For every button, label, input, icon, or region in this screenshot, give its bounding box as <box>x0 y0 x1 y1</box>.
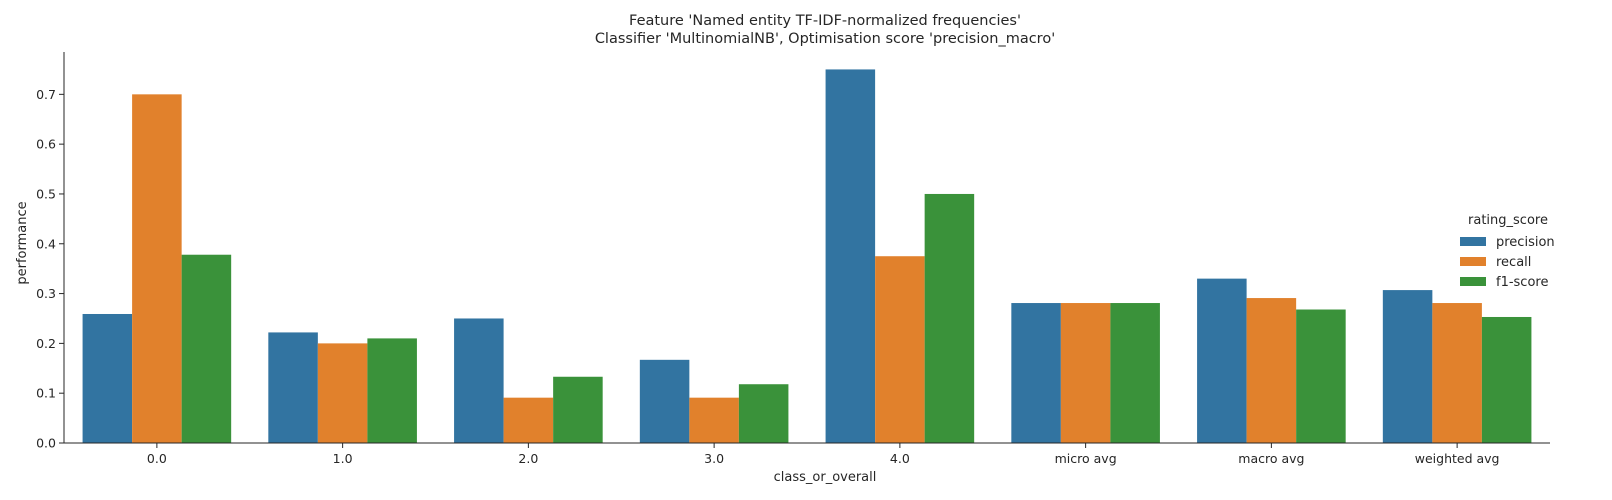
bar-recall-7 <box>1432 303 1482 443</box>
bars-group <box>82 69 1532 444</box>
y-tick-label: 0.7 <box>36 87 56 102</box>
bar-recall-5 <box>1060 303 1111 443</box>
bar-precision-1 <box>268 332 318 443</box>
y-axis-title: performance <box>15 201 30 284</box>
bar-precision-2 <box>454 318 504 443</box>
bar-precision-0 <box>82 313 133 443</box>
legend: rating_score precision recall f1-score <box>1460 213 1555 290</box>
bar-precision-5 <box>1011 303 1061 443</box>
bar-f1-score-6 <box>1296 309 1346 443</box>
x-tick-label: weighted avg <box>1415 451 1500 466</box>
bar-f1-score-3 <box>738 384 789 443</box>
x-ticks: 0.0 1.0 2.0 3.0 4.0 micro avg macro avg weighte… <box>147 443 1500 466</box>
legend-label-precision: precision <box>1496 235 1555 250</box>
x-tick-label: 1.0 <box>333 451 353 466</box>
bar-recall-6 <box>1246 298 1297 443</box>
x-tick-label: micro avg <box>1055 451 1117 466</box>
y-tick-label: 0.2 <box>36 336 56 351</box>
bar-precision-7 <box>1382 290 1433 443</box>
legend-swatch-precision <box>1460 237 1486 246</box>
bar-recall-0 <box>132 94 182 443</box>
x-tick-label: 2.0 <box>518 451 538 466</box>
x-tick-label: 4.0 <box>890 451 910 466</box>
chart-title-line-2: Classifier 'MultinomialNB', Optimisation… <box>595 31 1055 47</box>
legend-swatch-f1-score <box>1460 277 1486 286</box>
x-tick-label: 0.0 <box>147 451 167 466</box>
bar-recall-1 <box>317 343 368 443</box>
y-tick-label: 0.0 <box>36 436 56 451</box>
x-tick-label: 3.0 <box>704 451 724 466</box>
bar-recall-3 <box>689 397 739 443</box>
bar-f1-score-7 <box>1481 316 1532 443</box>
bar-f1-score-2 <box>553 376 603 443</box>
bar-precision-6 <box>1197 278 1247 443</box>
legend-label-recall: recall <box>1496 255 1531 270</box>
bar-precision-3 <box>639 359 690 443</box>
y-tick-label: 0.3 <box>36 286 56 301</box>
y-tick-label: 0.1 <box>36 386 56 401</box>
bar-recall-2 <box>503 397 554 443</box>
bar-f1-score-4 <box>924 193 975 443</box>
chart-title-line-1: Feature 'Named entity TF-IDF-normalized … <box>629 13 1021 29</box>
bar-f1-score-0 <box>181 254 232 443</box>
y-tick-label: 0.4 <box>36 236 56 251</box>
x-axis-title: class_or_overall <box>774 470 877 485</box>
bar-f1-score-5 <box>1110 303 1160 443</box>
legend-title: rating_score <box>1468 213 1548 228</box>
bar-recall-4 <box>875 256 925 443</box>
bar-precision-4 <box>825 69 876 444</box>
legend-label-f1-score: f1-score <box>1496 275 1548 290</box>
legend-swatch-recall <box>1460 257 1486 266</box>
chart-title: Feature 'Named entity TF-IDF-normalized … <box>595 13 1055 47</box>
y-tick-label: 0.6 <box>36 137 56 152</box>
y-ticks: 0.0 0.1 0.2 0.3 0.4 0.5 0.6 0.7 <box>36 87 64 451</box>
axes-group <box>63 52 1550 444</box>
bar-f1-score-1 <box>367 338 417 443</box>
x-tick-label: macro avg <box>1238 451 1304 466</box>
y-tick-label: 0.5 <box>36 186 56 201</box>
